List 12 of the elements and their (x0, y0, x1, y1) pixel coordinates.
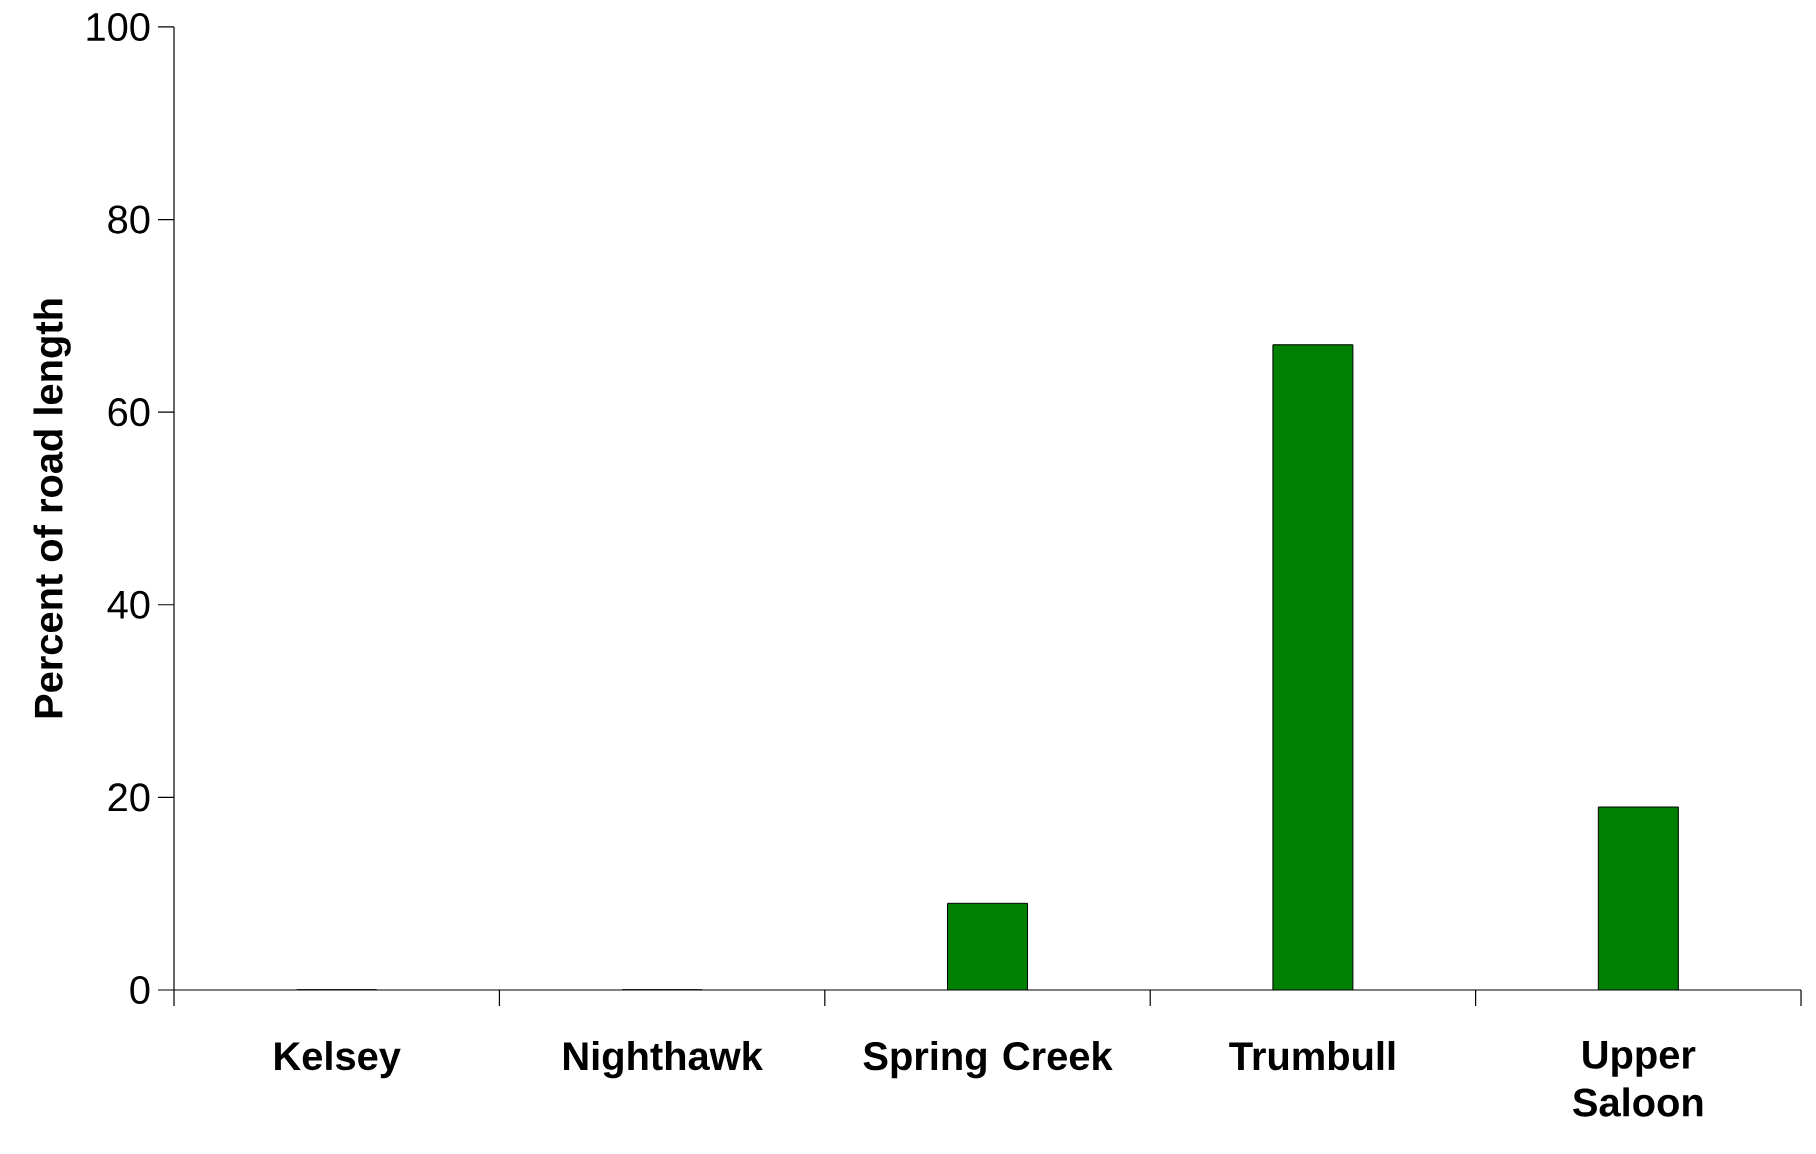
y-tick-label: 0 (130, 975, 150, 1005)
x-tick-label: Spring Creek (863, 1041, 1113, 1079)
y-tick-label: 40 (107, 590, 150, 619)
x-tick-label: Trumbull (1229, 1041, 1395, 1071)
x-tick-label: Nighthawk (564, 1041, 763, 1079)
x-tick-label: Upper Saloon (1573, 1041, 1703, 1117)
y-tick-label: 20 (108, 783, 150, 812)
y-tick-label: 100 (87, 12, 150, 42)
y-tick-label: 60 (108, 398, 150, 427)
y-axis-title: Percent of road length (33, 299, 71, 718)
y-tick-label: 80 (108, 205, 150, 234)
x-tick-label: Kelsey (275, 1041, 401, 1079)
